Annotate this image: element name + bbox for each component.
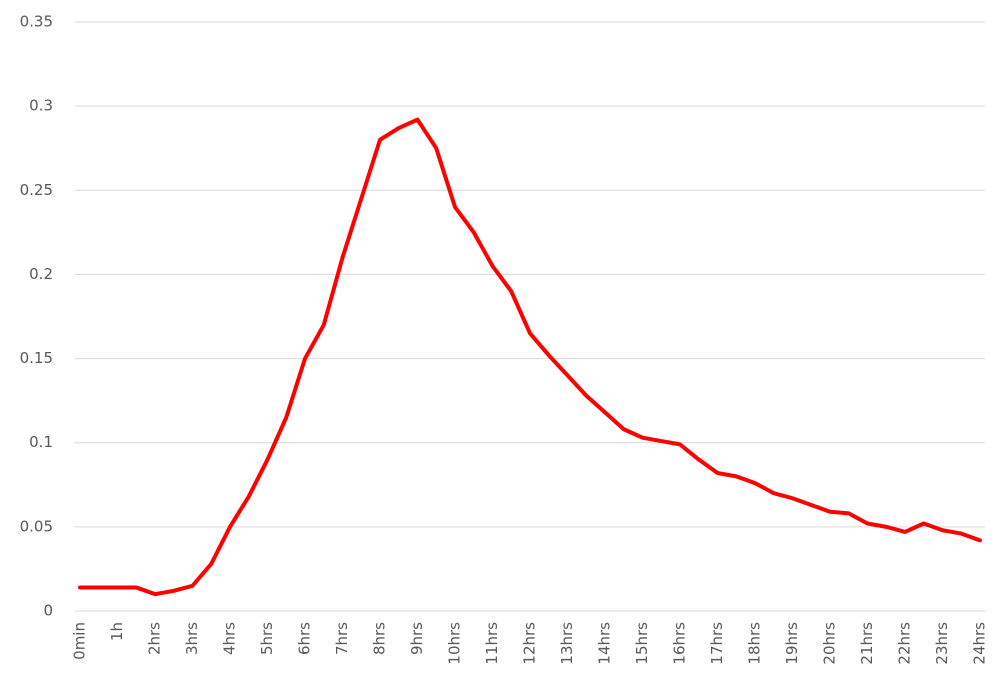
y-tick-label: 0.05 bbox=[20, 517, 53, 535]
x-tick-label: 24hrs bbox=[971, 622, 989, 665]
x-tick-label: 3hrs bbox=[183, 622, 201, 655]
y-tick-label: 0.35 bbox=[20, 13, 53, 31]
y-tick-label: 0.25 bbox=[20, 181, 53, 199]
x-tick-label: 5hrs bbox=[258, 622, 276, 655]
x-tick-label: 9hrs bbox=[408, 622, 426, 655]
x-tick-label: 17hrs bbox=[708, 622, 726, 665]
y-tick-label: 0.1 bbox=[29, 433, 53, 451]
x-tick-label: 18hrs bbox=[746, 622, 764, 665]
x-tick-label: 6hrs bbox=[296, 622, 314, 655]
x-tick-label: 23hrs bbox=[933, 622, 951, 665]
x-tick-label: 12hrs bbox=[521, 622, 539, 665]
data-line bbox=[78, 117, 982, 597]
x-tick-label: 22hrs bbox=[896, 622, 914, 665]
x-tick-label: 20hrs bbox=[821, 622, 839, 665]
x-tick-label: 13hrs bbox=[558, 622, 576, 665]
y-tick-label: 0 bbox=[43, 602, 53, 620]
x-tick-label: 15hrs bbox=[633, 622, 651, 665]
y-tick-label: 0.2 bbox=[29, 265, 53, 283]
x-tick-label: 2hrs bbox=[146, 622, 164, 655]
x-tick-label: 21hrs bbox=[858, 622, 876, 665]
x-tick-label: 4hrs bbox=[221, 622, 239, 655]
x-tick-label: 14hrs bbox=[596, 622, 614, 665]
x-tick-label: 0min bbox=[71, 622, 89, 660]
x-tick-label: 7hrs bbox=[333, 622, 351, 655]
x-tick-label: 11hrs bbox=[483, 622, 501, 665]
x-tick-label: 16hrs bbox=[671, 622, 689, 665]
y-tick-label: 0.3 bbox=[29, 97, 53, 115]
x-tick-label: 8hrs bbox=[371, 622, 389, 655]
x-tick-label: 10hrs bbox=[446, 622, 464, 665]
x-tick-label: 1h bbox=[108, 622, 126, 641]
x-tick-label: 19hrs bbox=[783, 622, 801, 665]
y-tick-label: 0.15 bbox=[20, 349, 53, 367]
